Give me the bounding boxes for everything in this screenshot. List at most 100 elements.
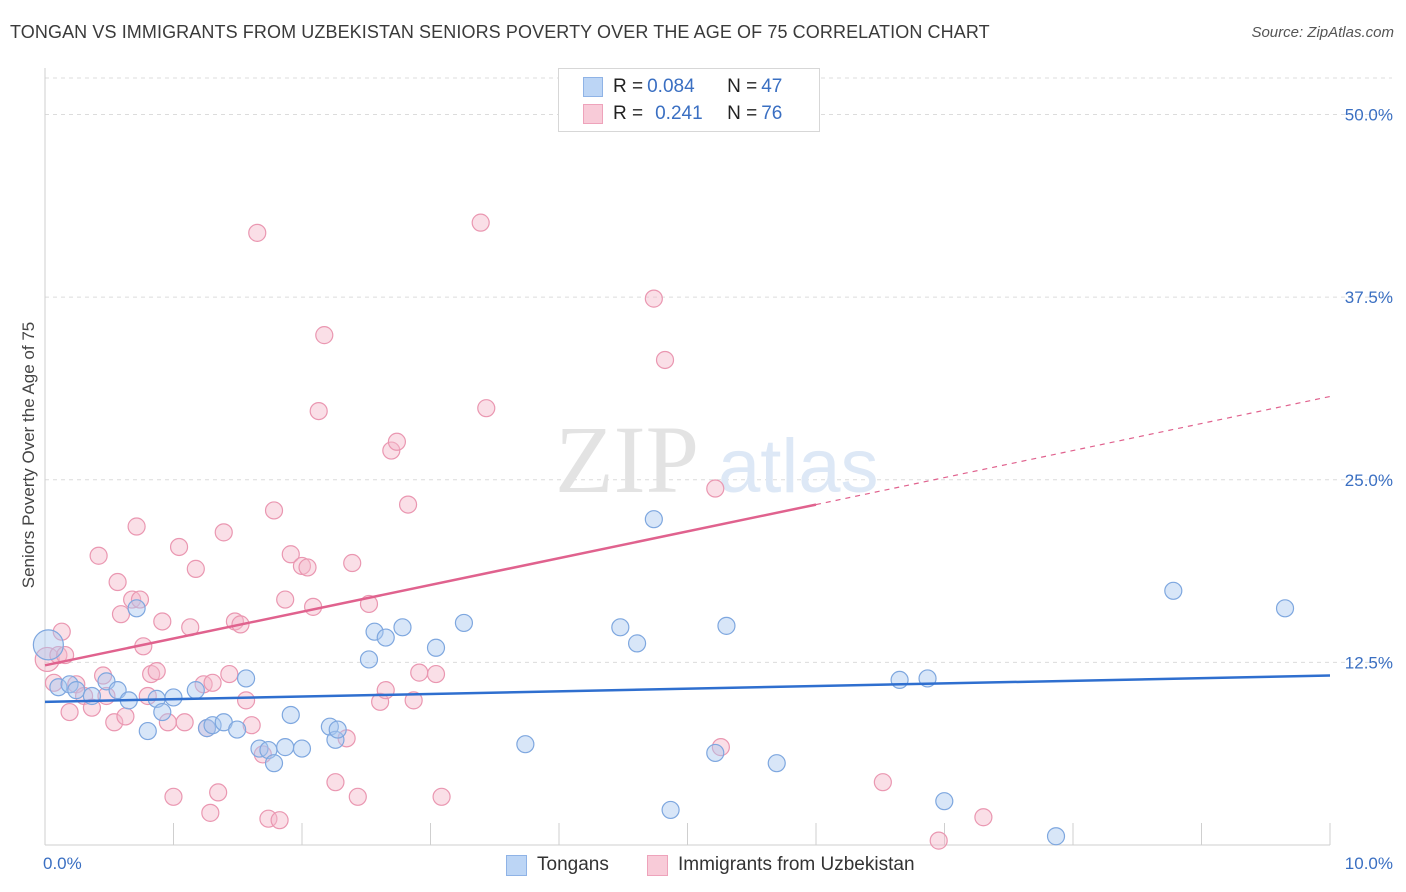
tongans-point	[67, 681, 86, 700]
uzbekistan-point	[655, 350, 675, 370]
x-tick-label: 10.0%	[1345, 854, 1393, 873]
uzbekistan-point	[644, 289, 663, 308]
uzbekistan-point	[175, 713, 194, 732]
tick-labels: 12.5% 25.0% 37.5% 50.0% 0.0% 10.0%	[43, 106, 1393, 873]
uzbekistan-point	[142, 664, 161, 684]
tongans-point	[365, 622, 384, 641]
uzbekistan-point	[242, 716, 261, 735]
uzbekistan-point	[471, 213, 490, 232]
uzbekistan-point	[404, 691, 423, 710]
uzbekistan-point	[105, 713, 124, 732]
tongans-point	[197, 719, 217, 738]
uzbekistan-point	[127, 517, 146, 536]
tongans-point	[644, 510, 663, 529]
tongans-point	[138, 721, 157, 741]
uzbekistan-point	[343, 553, 362, 573]
tongans-point	[32, 629, 64, 661]
uzbekistan-point	[477, 399, 496, 418]
y-tick-label: 12.5%	[1345, 653, 1393, 672]
tongans-point	[49, 678, 68, 697]
uzbekistan-point	[147, 662, 166, 681]
legend-item-tongans: Tongans	[506, 852, 609, 878]
tongans-point	[228, 720, 247, 739]
uzbekistan-trend-extension	[815, 395, 1331, 506]
uzbekistan-point	[52, 622, 71, 641]
n-value: 47	[761, 76, 783, 97]
tongans-point	[359, 650, 379, 669]
tongans-point	[281, 705, 300, 725]
watermark: ZIP atlas	[555, 406, 879, 513]
tongans-point	[1164, 581, 1183, 600]
r-value: 0.084	[647, 76, 695, 97]
uzbekistan-point	[89, 546, 108, 565]
tongans-point	[706, 743, 725, 763]
tongans-point	[717, 616, 736, 635]
watermark-atlas: atlas	[718, 424, 879, 509]
uzbekistan-point	[270, 811, 289, 830]
tongans-point	[516, 735, 535, 754]
tongans-point	[454, 613, 474, 633]
x-tick-label: 0.0%	[43, 854, 82, 873]
tongans-point	[292, 739, 312, 758]
tongans-point	[376, 628, 395, 647]
uzbekistan-point	[164, 787, 183, 806]
grid-lines	[45, 77, 1392, 663]
watermark-zip: ZIP	[555, 406, 699, 513]
legend-item-uzbekistan: Immigrants from Uzbekistan	[647, 852, 915, 878]
r-label: R =	[613, 76, 644, 97]
tongans-point	[393, 618, 412, 637]
tongans-point	[890, 670, 909, 690]
tongans-legend-swatch	[506, 854, 527, 876]
trend-lines	[44, 395, 1331, 704]
uzbekistan-point	[348, 787, 367, 806]
uzbekistan-point	[123, 590, 142, 609]
tongans-point	[186, 681, 205, 700]
tongans-point	[153, 702, 172, 722]
uzbekistan-point	[276, 590, 295, 609]
tongans-point	[108, 681, 127, 700]
uzbekistan-point	[93, 666, 113, 685]
uzbekistan-point	[264, 501, 284, 520]
tongans-point	[276, 738, 295, 757]
y-tick-label: 25.0%	[1345, 471, 1393, 490]
uzbekistan-point	[209, 783, 228, 802]
tongans-point	[767, 754, 786, 773]
uzbekistan-point	[236, 691, 256, 710]
uzbekistan-point	[382, 441, 401, 460]
series-uzbekistan-points	[34, 213, 993, 850]
uzbekistan-trend-line	[44, 503, 817, 667]
series-tongans-points	[32, 510, 1295, 846]
r-value: 0.241	[655, 103, 703, 124]
uzbekistan-point	[108, 572, 127, 592]
uzbekistan-point	[873, 773, 892, 792]
r-label: R =	[613, 103, 644, 124]
uzbekistan-point	[220, 664, 239, 684]
tongans-point	[611, 618, 630, 637]
uzbekistan-point	[186, 559, 205, 578]
source-label: Source: ZipAtlas.com	[1251, 24, 1394, 41]
uzbekistan-point	[371, 692, 390, 711]
legend-row-tongans: R = 0.084 N = 47	[583, 75, 782, 99]
uzbekistan-point	[111, 605, 131, 624]
n-label: N =	[727, 103, 758, 124]
uzbekistan-point	[248, 223, 267, 242]
y-tick-label: 37.5%	[1345, 288, 1393, 307]
uzbekistan-legend-swatch	[647, 854, 668, 876]
uzbekistan-point	[169, 537, 189, 557]
uzbekistan-point	[387, 432, 406, 451]
tongans-point	[164, 688, 183, 707]
uzbekistan-point	[398, 495, 418, 514]
uzbekistan-point	[60, 702, 79, 722]
uzbekistan-legend-label: Immigrants from Uzbekistan	[678, 854, 915, 875]
n-label: N =	[727, 76, 758, 97]
uzbekistan-point	[214, 523, 233, 542]
uzbekistan-point	[116, 707, 135, 726]
stats-legend: R = 0.084 N = 47 R = 0.241 N = 76	[558, 68, 820, 132]
tongans-point	[1046, 827, 1066, 846]
uzbekistan-point	[315, 326, 334, 345]
y-axis-label: Seniors Poverty Over the Age of 75	[19, 322, 38, 588]
uzbekistan-point	[304, 597, 323, 616]
uzbekistan-point	[929, 831, 948, 850]
tongans-point	[328, 720, 347, 739]
